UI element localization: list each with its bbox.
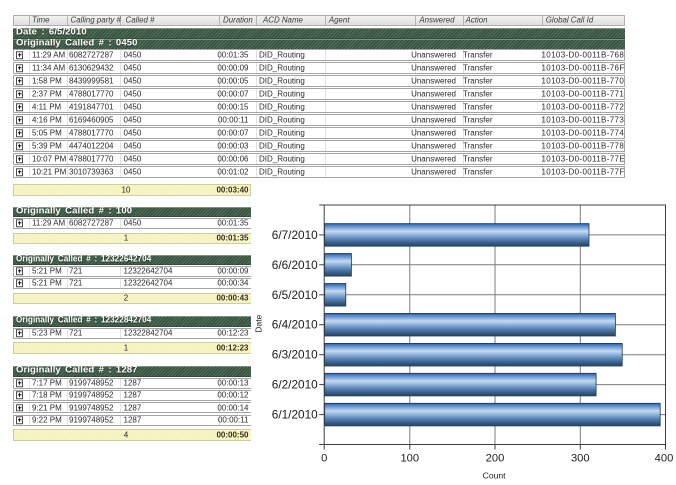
svg-text:6/6/2010: 6/6/2010 [271, 258, 317, 272]
svg-text:100: 100 [400, 453, 419, 465]
svg-text:Count: Count [482, 471, 506, 481]
svg-text:6/7/2010: 6/7/2010 [271, 228, 317, 242]
svg-text:0: 0 [321, 453, 327, 465]
svg-text:400: 400 [654, 453, 673, 465]
svg-text:Date: Date [253, 314, 263, 332]
svg-text:6/4/2010: 6/4/2010 [271, 318, 317, 332]
svg-text:300: 300 [570, 453, 589, 465]
svg-text:6/1/2010: 6/1/2010 [271, 408, 317, 422]
svg-text:6/2/2010: 6/2/2010 [271, 378, 317, 392]
svg-text:6/3/2010: 6/3/2010 [271, 348, 317, 362]
svg-text:6/5/2010: 6/5/2010 [271, 288, 317, 302]
svg-text:200: 200 [485, 453, 504, 465]
